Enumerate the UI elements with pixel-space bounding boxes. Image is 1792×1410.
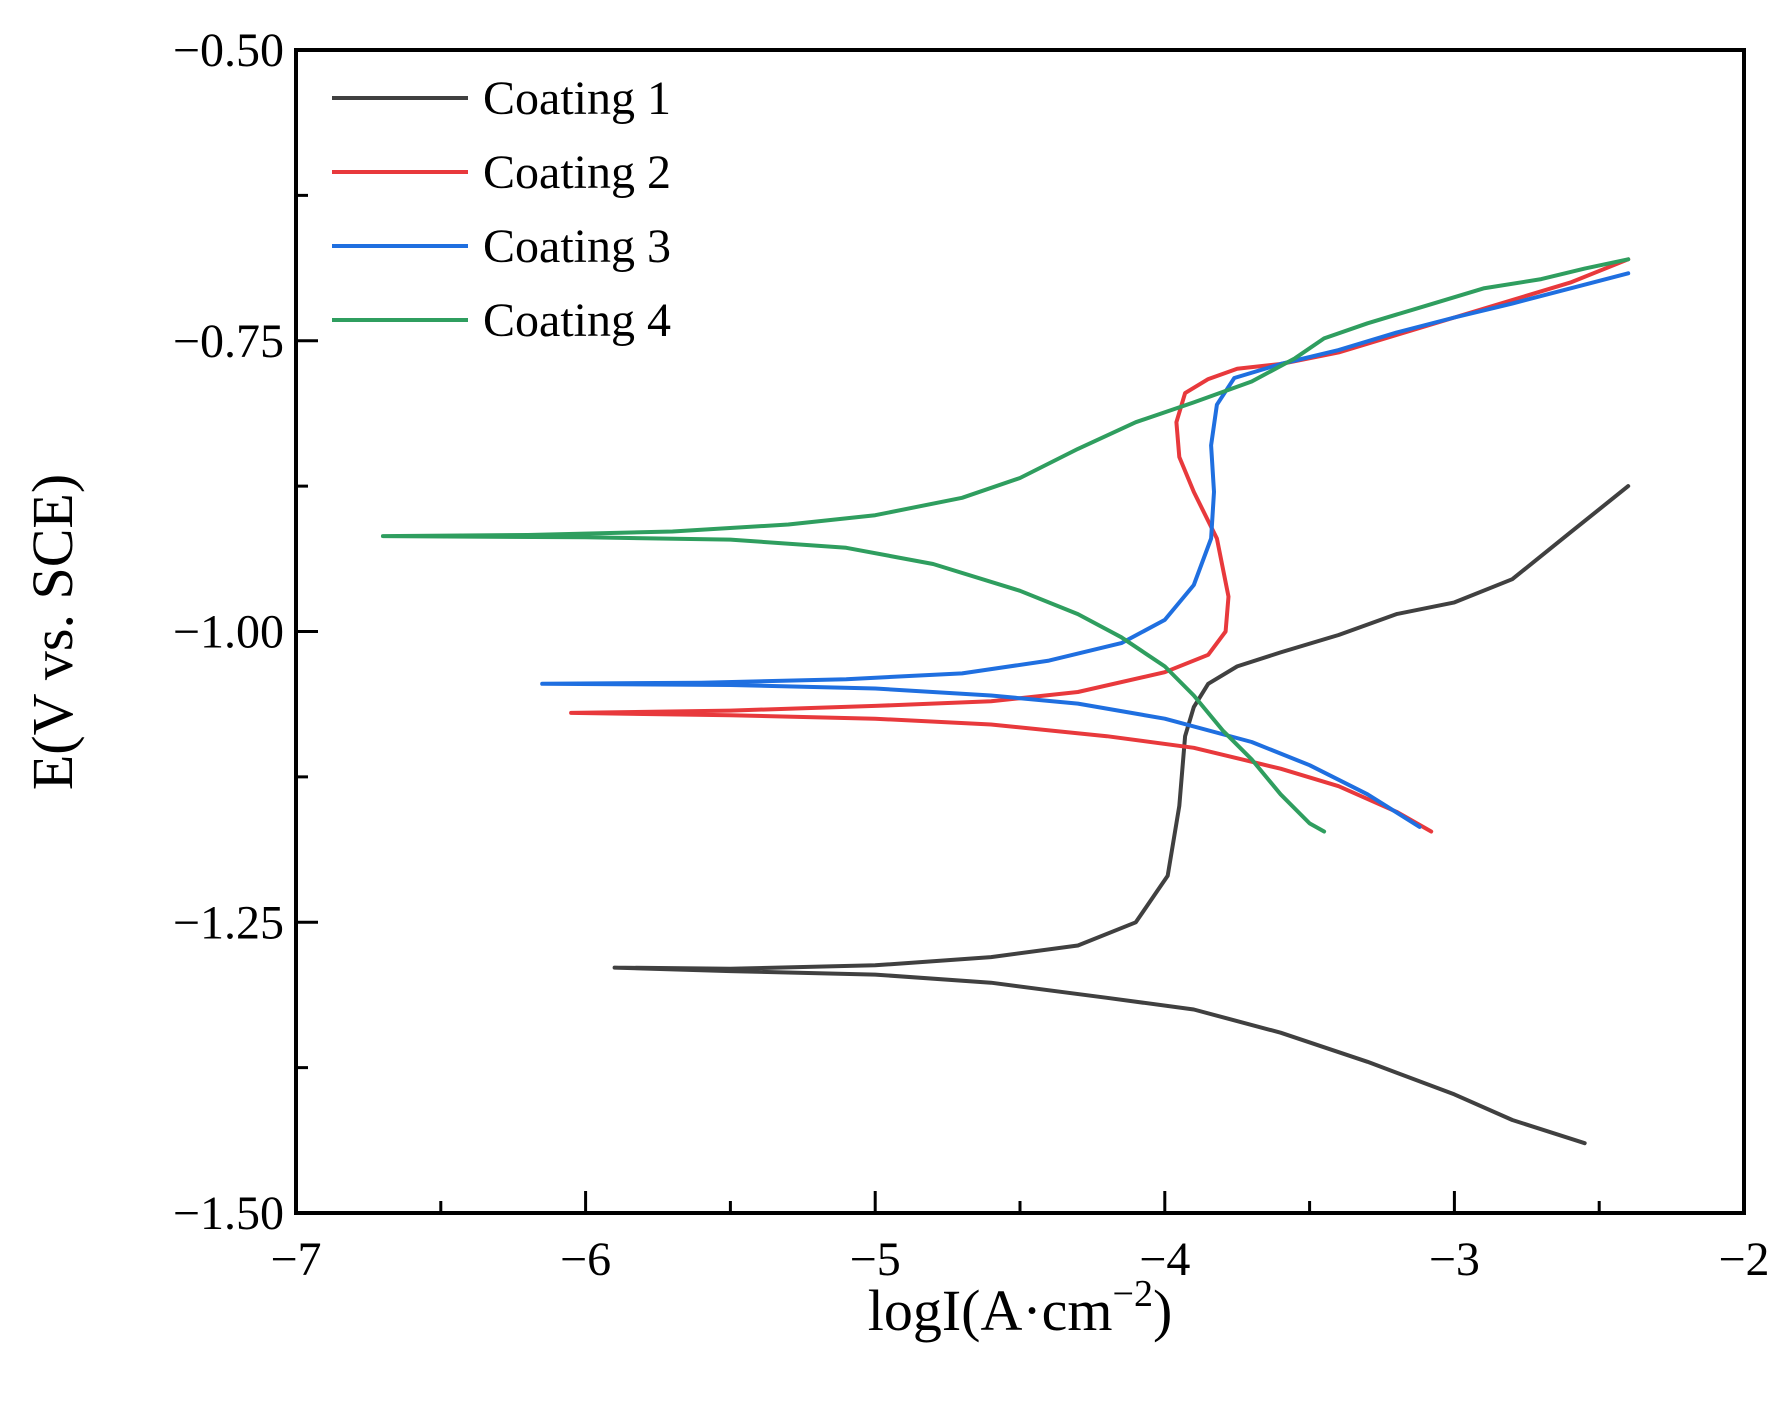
x-tick-label: −3	[1429, 1233, 1480, 1286]
legend: Coating 1 Coating 2 Coating 3 Coating 4	[332, 72, 671, 347]
series-layer	[380, 257, 1631, 1146]
legend-label-coating-2: Coating 2	[483, 146, 671, 199]
x-tick-label: −4	[1139, 1233, 1190, 1286]
series-line-coating-2	[569, 257, 1631, 834]
x-tick-marks	[294, 1191, 1746, 1213]
y-tick-labels: −1.50 −1.25 −1.00 −0.75 −0.50	[173, 24, 284, 1240]
y-tick-label: −1.25	[173, 896, 284, 949]
x-axis-title-exponent: −2	[1113, 1273, 1153, 1315]
y-tick-label: −0.75	[173, 315, 284, 368]
legend-label-coating-4: Coating 4	[483, 294, 671, 347]
x-tick-label: −2	[1718, 1233, 1769, 1286]
y-tick-label: −1.00	[173, 606, 284, 659]
x-axis-title: logI(A·cm−2)	[868, 1273, 1173, 1343]
x-tick-label: −7	[270, 1233, 321, 1286]
y-axis-title: E(V vs. SCE)	[20, 474, 85, 790]
y-tick-label: −1.50	[173, 1187, 284, 1240]
x-tick-label: −6	[560, 1233, 611, 1286]
x-axis-title-main: logI(A·cm	[868, 1278, 1113, 1343]
x-axis-title-close: )	[1153, 1278, 1172, 1343]
series-line-coating-1	[612, 484, 1631, 1146]
y-tick-marks	[296, 48, 318, 1215]
legend-label-coating-3: Coating 3	[483, 220, 671, 273]
series-line-coating-4	[380, 257, 1631, 834]
x-tick-label: −5	[850, 1233, 901, 1286]
series-line-coating-3	[540, 271, 1631, 829]
x-tick-labels: −7 −6 −5 −4 −3 −2	[270, 1233, 1769, 1286]
plot-frame	[294, 48, 1746, 1215]
y-tick-label: −0.50	[173, 24, 284, 77]
legend-label-coating-1: Coating 1	[483, 72, 671, 125]
